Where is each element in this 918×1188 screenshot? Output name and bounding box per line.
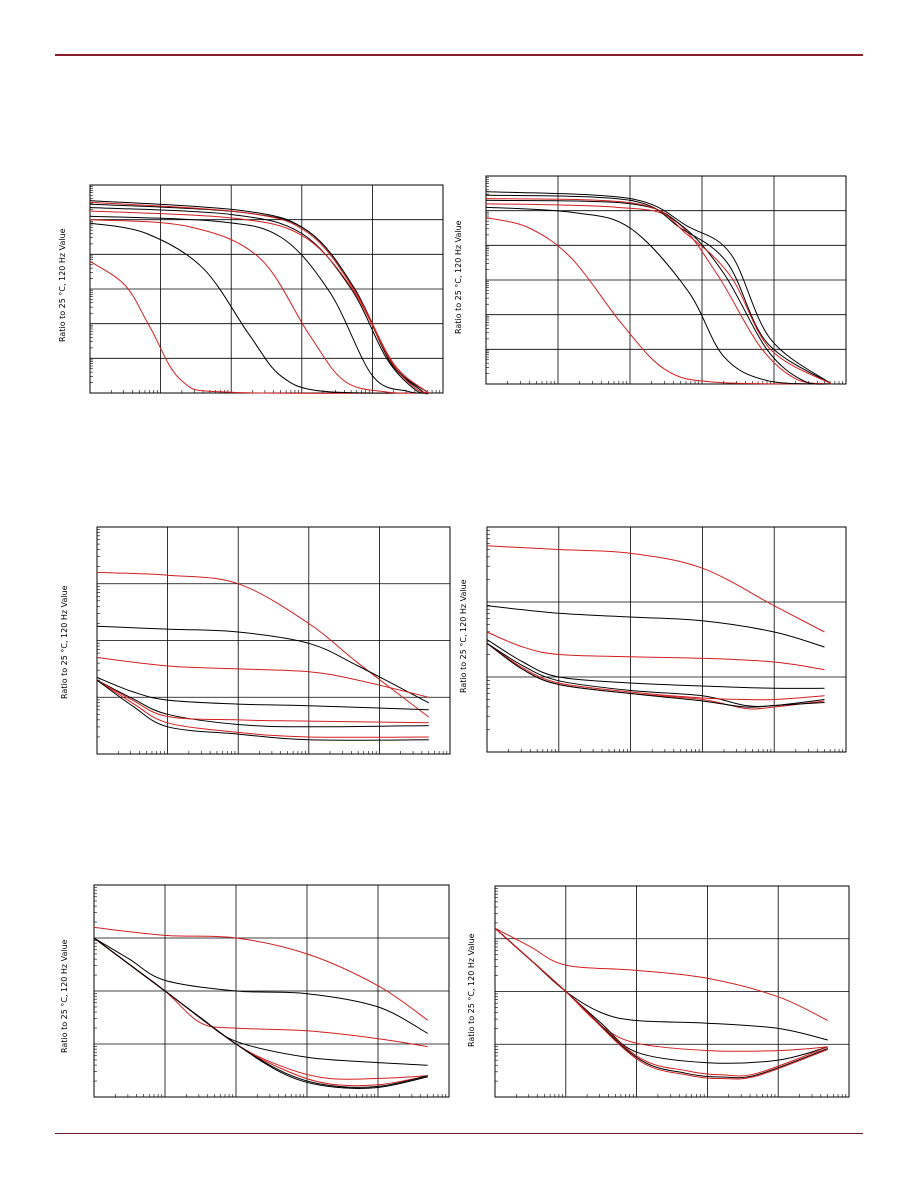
series-line-7 <box>96 679 429 738</box>
y-axis-label: Ratio to 25 °C, 120 Hz Value <box>58 228 67 342</box>
chart-panel-3: Ratio to 25 °C, 120 Hz Value <box>60 526 451 755</box>
series-line-4 <box>96 676 429 711</box>
chart-panel-1: Ratio to 25 °C, 120 Hz Value <box>58 184 444 395</box>
series-line-5 <box>485 194 832 385</box>
series-line-8 <box>93 937 428 1089</box>
y-axis-label: Ratio to 25 °C, 120 Hz Value <box>454 220 463 334</box>
series-line-6 <box>96 679 429 724</box>
chart-panel-4: Ratio to 25 °C, 120 Hz Value <box>459 526 847 753</box>
series-line-1 <box>485 217 832 385</box>
chart-plot-4 <box>486 526 847 753</box>
series-line-6 <box>486 642 825 701</box>
chart-plot-3 <box>96 526 451 755</box>
series-line-2 <box>96 625 430 704</box>
series-line-4 <box>89 215 429 394</box>
footer-rule <box>55 1133 863 1134</box>
series-line-8 <box>486 642 825 708</box>
chart-plot-5 <box>93 884 450 1098</box>
series-line-3 <box>89 219 429 394</box>
y-axis-label: Ratio to 25 °C, 120 Hz Value <box>60 585 69 699</box>
series-line-7 <box>89 200 430 394</box>
series-line-7 <box>485 198 832 385</box>
series-line-8 <box>89 210 430 394</box>
y-axis-label: Ratio to 25 °C, 120 Hz Value <box>459 579 468 693</box>
series-line-2 <box>486 605 825 648</box>
series-line-3 <box>96 657 429 698</box>
series-line-1 <box>494 927 829 1021</box>
series-line-2 <box>93 937 428 1034</box>
series-line-4 <box>485 199 832 385</box>
series-line-1 <box>89 260 429 394</box>
series-line-2 <box>485 206 832 385</box>
y-axis-label: Ratio to 25 °C, 120 Hz Value <box>467 933 476 1047</box>
series-line-4 <box>486 639 825 689</box>
series-line-5 <box>89 207 430 394</box>
series-line-3 <box>486 631 825 670</box>
chart-panel-5: Ratio to 25 °C, 120 Hz Value <box>60 884 450 1098</box>
plot-frame <box>486 526 847 753</box>
series-line-6 <box>89 203 430 395</box>
chart-plot-2 <box>485 175 847 385</box>
series-line-3 <box>485 203 832 385</box>
series-line-7 <box>494 927 828 1080</box>
chart-plot-6 <box>494 885 850 1098</box>
chart-plot-1 <box>89 184 444 395</box>
series-line-6 <box>485 191 832 385</box>
series-line-9 <box>89 201 430 394</box>
y-axis-label: Ratio to 25 °C, 120 Hz Value <box>60 939 69 1053</box>
series-line-5 <box>96 679 429 728</box>
series-line-8 <box>96 679 429 741</box>
chart-panel-2: Ratio to 25 °C, 120 Hz Value <box>454 175 847 385</box>
series-line-1 <box>486 545 825 633</box>
chart-panel-6: Ratio to 25 °C, 120 Hz Value <box>467 885 850 1098</box>
series-line-1 <box>93 926 428 1021</box>
series-line-2 <box>89 222 429 394</box>
header-rule <box>55 54 863 56</box>
